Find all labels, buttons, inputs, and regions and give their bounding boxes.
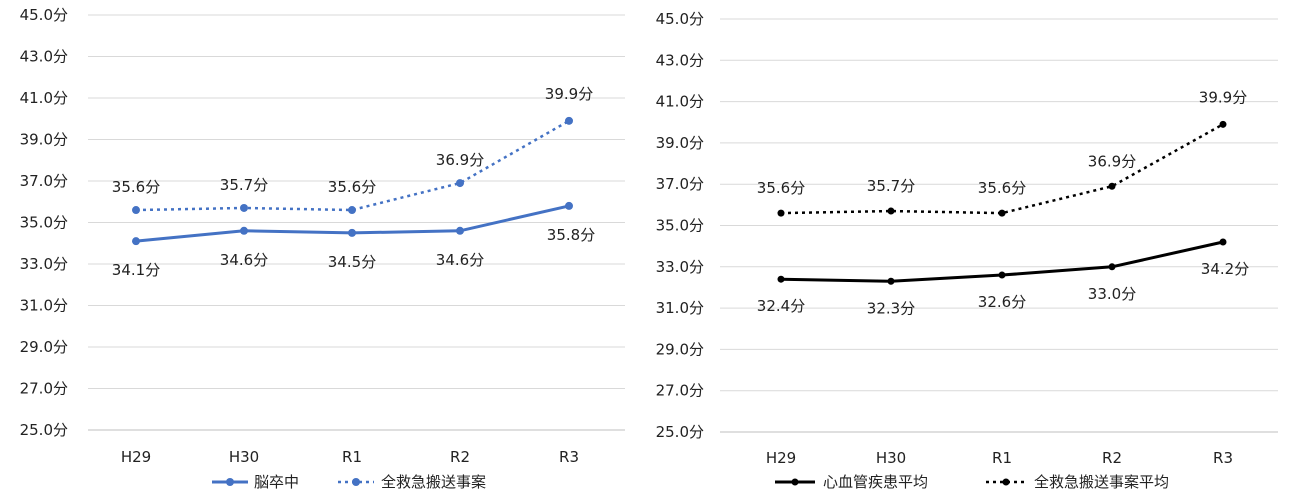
y-tick-label: 25.0分	[20, 421, 68, 439]
x-tick-label: H29	[766, 449, 796, 467]
x-tick-label: R1	[342, 448, 362, 466]
data-label: 39.9分	[1199, 88, 1247, 106]
y-tick-label: 25.0分	[656, 423, 704, 441]
x-tick-label: R1	[992, 449, 1012, 467]
legend-label: 脳卒中	[254, 473, 299, 491]
x-tick-label: H30	[876, 449, 906, 467]
y-tick-label: 39.0分	[20, 131, 68, 149]
legend-marker	[791, 478, 799, 486]
y-tick-label: 35.0分	[656, 217, 704, 235]
y-tick-label: 33.0分	[20, 255, 68, 273]
data-point	[456, 179, 464, 188]
data-point	[998, 271, 1006, 279]
legend-label: 全救急搬送事案	[381, 473, 486, 491]
y-tick-label: 27.0分	[20, 380, 68, 398]
data-point	[887, 207, 895, 215]
y-tick-label: 29.0分	[20, 338, 68, 356]
y-tick-label: 37.0分	[20, 172, 68, 190]
data-label: 35.7分	[220, 176, 268, 194]
x-tick-label: R3	[559, 448, 579, 466]
y-tick-label: 45.0分	[20, 6, 68, 24]
data-point	[348, 228, 356, 237]
data-label: 33.0分	[1088, 285, 1136, 303]
y-tick-label: 31.0分	[20, 297, 68, 315]
y-tick-label: 29.0分	[656, 340, 704, 358]
legend-label: 心血管疾患平均	[823, 473, 928, 491]
data-label: 35.6分	[978, 179, 1026, 197]
data-point	[1108, 263, 1116, 271]
y-tick-label: 43.0分	[656, 51, 704, 69]
x-tick-label: H30	[229, 448, 259, 466]
series-line	[780, 123, 1224, 215]
data-point	[1219, 238, 1227, 246]
data-point	[565, 201, 573, 210]
y-tick-label: 33.0分	[656, 258, 704, 276]
y-tick-label: 31.0分	[656, 299, 704, 317]
legend-marker	[1002, 478, 1010, 486]
data-label: 35.6分	[757, 179, 805, 197]
data-point	[132, 206, 140, 215]
data-label: 34.2分	[1201, 260, 1249, 278]
legend-marker	[226, 478, 234, 486]
y-tick-label: 39.0分	[656, 134, 704, 152]
data-point	[777, 209, 785, 217]
x-tick-label: R2	[450, 448, 470, 466]
x-tick-label: R2	[1102, 449, 1122, 467]
data-point	[887, 277, 895, 285]
data-point	[1219, 120, 1227, 128]
data-point	[456, 226, 464, 235]
data-point	[777, 275, 785, 283]
data-label: 34.6分	[436, 251, 484, 269]
data-label: 32.6分	[978, 293, 1026, 311]
data-point	[348, 206, 356, 215]
data-label: 32.4分	[757, 297, 805, 315]
y-tick-label: 43.0分	[20, 48, 68, 66]
data-label: 35.7分	[867, 177, 915, 195]
data-label: 34.1分	[112, 261, 160, 279]
data-label: 35.6分	[112, 178, 160, 196]
y-tick-label: 37.0分	[656, 175, 704, 193]
data-label: 35.6分	[328, 178, 376, 196]
line-chart-svg: 25.0分 27.0分 29.0分 31.0分 33.0分 35.0分 37.0分 39.0分…	[656, 10, 1278, 491]
data-label: 34.6分	[220, 251, 268, 269]
data-label: 32.3分	[867, 299, 915, 317]
x-tick-label: R3	[1213, 449, 1233, 467]
cardiovascular-transport-time-chart: 25.0分 27.0分 29.0分 31.0分 33.0分 35.0分 37.0分 39.0分…	[640, 0, 1289, 499]
data-point	[240, 203, 248, 212]
y-tick-label: 27.0分	[656, 382, 704, 400]
line-chart-svg: 25.0分 27.0分 29.0分 31.0分 33.0分 35.0分 37.0分 39.0分…	[20, 6, 625, 491]
data-label: 36.9分	[1088, 152, 1136, 170]
y-tick-label: 35.0分	[20, 214, 68, 232]
data-point	[240, 226, 248, 235]
y-tick-label: 41.0分	[656, 93, 704, 111]
data-label: 39.9分	[545, 85, 593, 103]
legend-label: 全救急搬送事案平均	[1034, 473, 1169, 491]
legend-marker	[352, 478, 360, 486]
data-label: 34.5分	[328, 253, 376, 271]
data-point	[998, 209, 1006, 217]
stroke-transport-time-chart: 25.0分 27.0分 29.0分 31.0分 33.0分 35.0分 37.0分 39.0分…	[0, 0, 640, 499]
y-tick-label: 45.0分	[656, 10, 704, 28]
series-line	[135, 119, 570, 212]
data-point	[132, 237, 140, 246]
data-point	[565, 116, 573, 125]
data-label: 35.8分	[547, 226, 595, 244]
data-point	[1108, 182, 1116, 190]
x-tick-label: H29	[121, 448, 151, 466]
y-tick-label: 41.0分	[20, 89, 68, 107]
data-label: 36.9分	[436, 151, 484, 169]
